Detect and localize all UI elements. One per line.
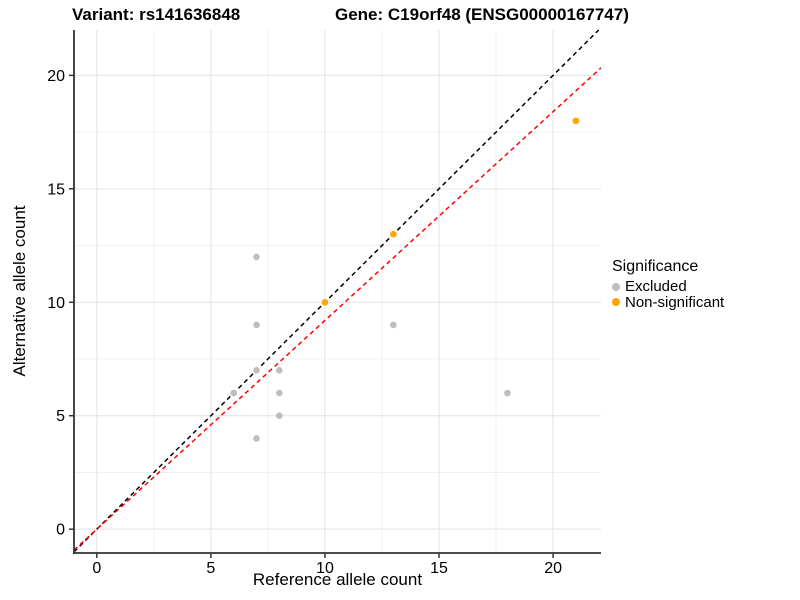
x-tick-label: 20 [544,560,562,577]
y-axis-label: Alternative allele count [10,205,29,377]
y-tick-label: 0 [56,522,65,539]
y-tick-label: 5 [56,408,65,425]
x-tick-label: 0 [92,560,101,577]
legend-title: Significance [612,258,699,275]
y-tick-label: 10 [47,295,65,312]
y-tick-label: 15 [47,181,65,198]
data-point [390,321,397,329]
variant-title: Variant: rs141636848 [72,5,241,24]
identity-reference-line [73,29,600,553]
excluded-swatch-icon [612,282,620,291]
data-point [230,389,237,397]
data-point [504,389,511,397]
data-point [276,412,283,420]
legend-item-excluded: Excluded [612,279,724,295]
data-point [321,298,329,306]
data-point [390,230,397,238]
data-point [572,117,580,125]
legend-item-label: Excluded [625,278,687,295]
data-point [253,321,260,329]
fit-reference-line [73,67,602,551]
data-point [253,253,260,261]
data-point [253,367,260,374]
x-tick-label: 5 [206,560,215,577]
data-point [253,435,260,442]
x-axis-label: Reference allele count [252,570,423,589]
data-point [276,367,283,374]
data-point [276,389,283,397]
x-tick-label: 10 [316,560,334,577]
legend-item-label: Non-significant [625,293,725,311]
x-tick-label: 15 [430,560,448,577]
non-significant-swatch-icon [612,298,620,307]
legend-item-non-significant: Non-significant [612,293,725,311]
legend: Significance Excluded Non-significant [612,258,724,310]
gene-title: Gene: C19orf48 (ENSG00000167747) [335,5,629,24]
y-tick-label: 20 [47,68,65,85]
